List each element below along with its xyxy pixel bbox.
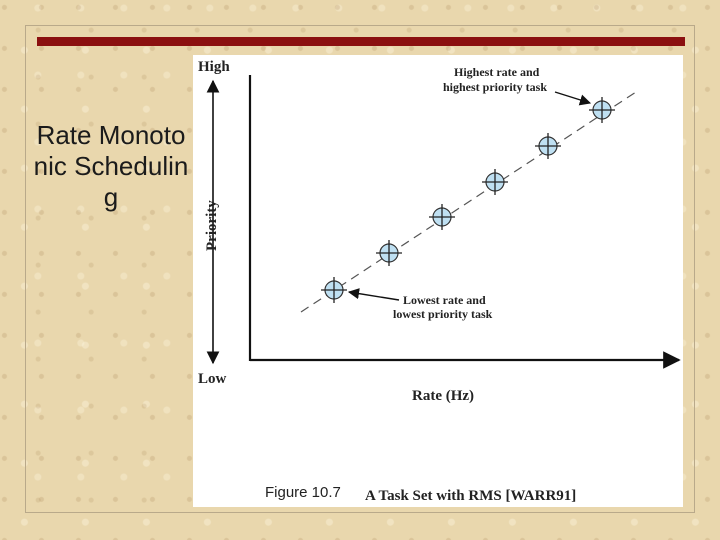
- accent-bar: [37, 37, 685, 46]
- rate-axis-label: Rate (Hz): [412, 388, 474, 404]
- top-annotation-arrow: [554, 91, 592, 106]
- figure-panel: High Low Priority Rate (Hz): [193, 55, 683, 507]
- priority-low-label: Low: [198, 371, 227, 387]
- task-marker-1: [321, 277, 347, 303]
- task-marker-3: [429, 204, 455, 230]
- trend-line: [300, 91, 637, 313]
- slide-frame: [25, 25, 695, 513]
- figure-caption: A Task Set with RMS [WARR91]: [365, 488, 576, 504]
- bottom-annotation-line1: Lowest rate and: [403, 293, 486, 307]
- bottom-annotation-arrow: [347, 288, 400, 301]
- priority-axis-label: Priority: [204, 200, 220, 251]
- bottom-annotation-line2: lowest priority task: [393, 307, 493, 321]
- slide-title: Rate Monotonic Schedulin g: [33, 120, 189, 212]
- rms-diagram: High Low Priority Rate (Hz): [198, 59, 681, 504]
- priority-high-label: High: [198, 59, 230, 75]
- task-marker-4: [482, 169, 508, 195]
- task-marker-5: [535, 133, 561, 159]
- figure-number: Figure 10.7: [265, 484, 341, 501]
- task-marker-2: [376, 240, 402, 266]
- task-marker-6: [589, 97, 615, 123]
- top-annotation-line2: highest priority task: [443, 80, 547, 94]
- top-annotation-line1: Highest rate and: [454, 65, 540, 79]
